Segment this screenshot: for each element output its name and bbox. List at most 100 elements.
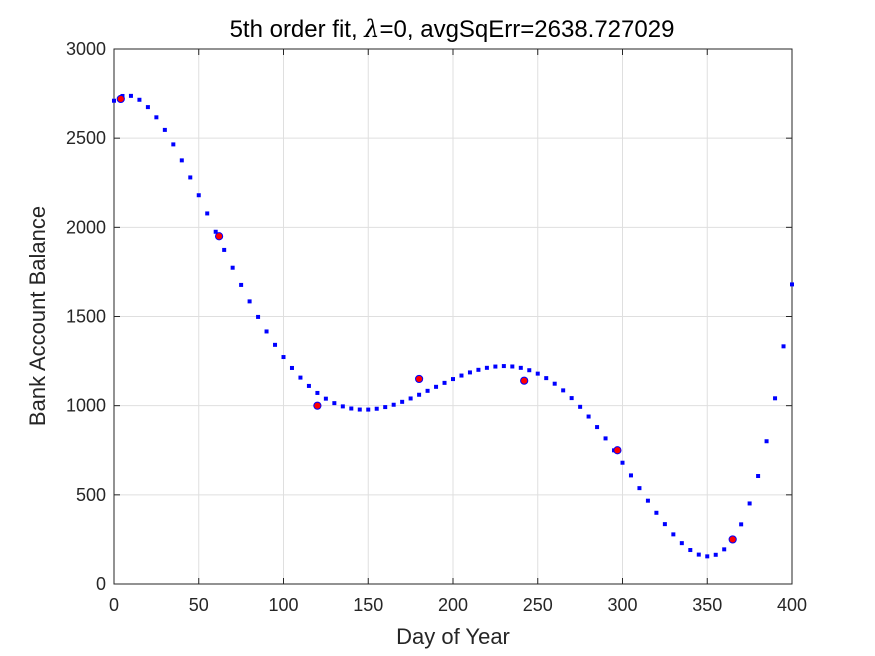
fit-point [535, 371, 540, 376]
fit-point [459, 373, 464, 378]
fit-point [628, 473, 633, 478]
fit-point [222, 247, 227, 252]
x-tick-label: 350 [692, 595, 722, 615]
fit-point [196, 193, 201, 198]
data-point [728, 535, 737, 544]
fit-point [273, 342, 278, 347]
y-tick-label: 1000 [66, 396, 106, 416]
fit-point [154, 115, 159, 120]
fit-point [637, 486, 642, 491]
fit-point [323, 396, 328, 401]
fit-point [527, 368, 532, 373]
fit-point [696, 552, 701, 557]
fit-point [306, 383, 311, 388]
fit-point [289, 365, 294, 370]
fit-point [230, 265, 235, 270]
fit-point [442, 380, 447, 385]
fit-point [544, 376, 549, 381]
fit-point [764, 439, 769, 444]
fit-point [569, 396, 574, 401]
fit-point [493, 364, 498, 369]
x-tick-label: 50 [189, 595, 209, 615]
data-point [116, 94, 125, 104]
fit-point [417, 392, 422, 397]
fit-point [137, 97, 142, 102]
fit-point [408, 396, 413, 401]
fit-point [434, 384, 439, 389]
fit-point [340, 404, 345, 409]
fit-point [561, 388, 566, 393]
fit-point [256, 314, 261, 319]
fit-point [281, 355, 286, 360]
y-tick-label: 3000 [66, 39, 106, 59]
fit-point [400, 399, 405, 404]
fit-point [756, 474, 761, 479]
fit-point [391, 402, 396, 407]
fit-point [239, 282, 244, 287]
x-tick-label: 100 [268, 595, 298, 615]
data-point [313, 401, 322, 410]
fit-point [510, 364, 515, 369]
fit-point [705, 554, 710, 559]
fit-point [722, 547, 727, 552]
x-tick-label: 200 [438, 595, 468, 615]
fit-point [145, 105, 150, 110]
fit-point [128, 93, 133, 98]
x-tick-label: 400 [777, 595, 807, 615]
fit-point [112, 98, 116, 103]
x-tick-label: 250 [523, 595, 553, 615]
fit-point [315, 390, 320, 395]
fit-point [332, 401, 337, 406]
fit-point [518, 365, 523, 370]
fit-point [713, 552, 718, 557]
fit-point [671, 532, 676, 537]
fit-point [586, 414, 591, 419]
fit-point [298, 375, 303, 380]
fit-point [773, 396, 778, 401]
fit-point [264, 329, 269, 334]
fit-point [205, 211, 210, 216]
fit-point [679, 541, 684, 546]
fit-point [781, 344, 786, 349]
fit-point [188, 175, 193, 180]
y-tick-label: 1500 [66, 307, 106, 327]
fit-point [366, 407, 371, 412]
fit-point [501, 364, 506, 369]
fit-point [603, 436, 608, 441]
y-tick-label: 2500 [66, 128, 106, 148]
fit-point [578, 404, 583, 409]
fit-point [213, 229, 218, 234]
x-tick-label: 300 [607, 595, 637, 615]
fit-point [179, 158, 184, 163]
x-axis-label: Day of Year [396, 624, 510, 649]
chart-title: 5th order fit, λ=0, avgSqErr=2638.727029 [230, 15, 675, 43]
data-point [613, 446, 622, 455]
fit-point [171, 142, 176, 147]
data-point-series [116, 94, 737, 544]
data-point [214, 232, 224, 241]
fit-point [383, 405, 388, 410]
fit-point [247, 299, 252, 304]
fit-point [467, 370, 472, 375]
fit-point [476, 367, 481, 372]
fit-point [484, 365, 489, 370]
fit-point [451, 377, 455, 382]
fit-point [662, 522, 667, 527]
fit-point [374, 406, 379, 411]
fit-point [552, 381, 557, 386]
fit-point [747, 501, 752, 506]
fit-point [645, 498, 650, 503]
x-tick-label: 0 [109, 595, 119, 615]
y-tick-label: 2000 [66, 217, 106, 237]
fit-point [595, 425, 600, 430]
x-tick-label: 150 [353, 595, 383, 615]
fit-point [162, 127, 167, 132]
y-tick-label: 500 [76, 485, 106, 505]
data-point [520, 376, 529, 385]
fit-point [688, 548, 693, 553]
y-axis-label: Bank Account Balance [25, 206, 50, 426]
grid [113, 48, 793, 585]
fit-point [357, 407, 362, 412]
